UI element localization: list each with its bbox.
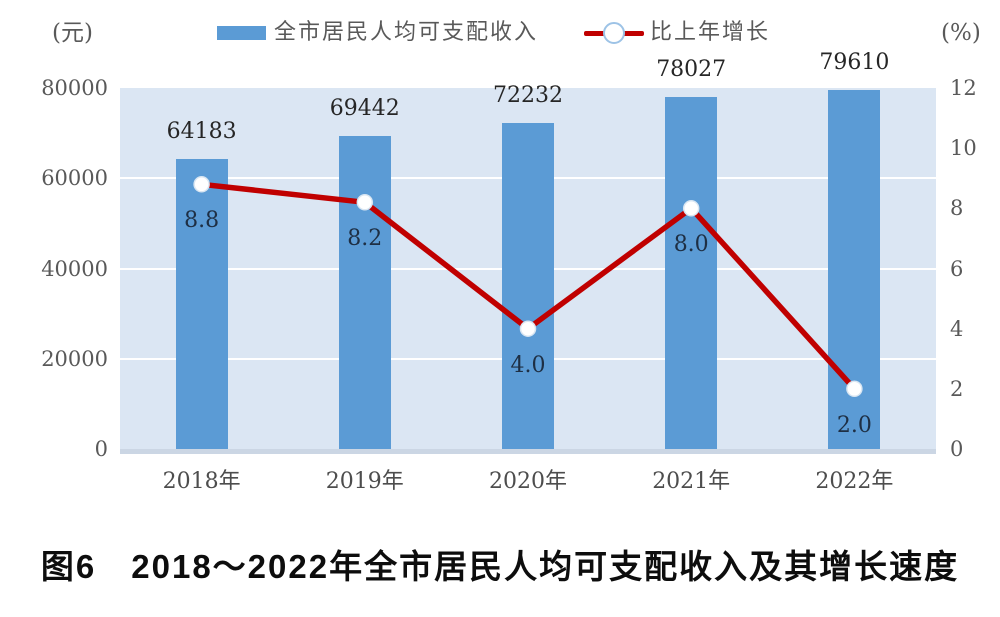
figure-caption: 图6 2018～2022年全市居民人均可支配收入及其增长速度 — [40, 548, 960, 585]
income-bar — [665, 96, 718, 449]
y-axis-tick-right: 10 — [950, 136, 977, 161]
right-axis-unit: (%) — [941, 20, 981, 46]
growth-rate-label: 8.8 — [184, 208, 220, 234]
y-axis-tick-right: 2 — [950, 376, 964, 401]
growth-rate-label: 2.0 — [836, 412, 872, 438]
x-axis-label: 2022年 — [815, 469, 894, 494]
y-axis-tick-right: 12 — [950, 76, 977, 100]
income-bar — [502, 123, 554, 449]
x-axis-label: 2021年 — [652, 469, 731, 494]
line-legend-label: 比上年增长 — [650, 20, 771, 45]
x-axis-label: 2020年 — [489, 469, 567, 494]
bar-value-label: 79610 — [819, 49, 890, 75]
y-axis-tick-left: 40000 — [41, 256, 108, 281]
growth-rate-label: 8.0 — [673, 232, 709, 258]
y-axis-tick-right: 0 — [950, 437, 964, 461]
y-axis-tick-right: 6 — [950, 256, 964, 281]
y-axis-tick-left: 20000 — [41, 346, 108, 371]
bar-value-label: 64183 — [166, 119, 237, 145]
bar-value-label: 69442 — [329, 95, 400, 121]
growth-rate-label: 4.0 — [510, 352, 546, 378]
y-axis-tick-left: 0 — [94, 437, 108, 461]
x-axis-baseline — [120, 449, 936, 454]
x-axis-label: 2018年 — [162, 469, 241, 494]
growth-rate-label: 8.2 — [347, 226, 383, 252]
bar-value-label: 78027 — [656, 56, 727, 82]
bar-legend-label: 全市居民人均可支配收入 — [274, 20, 539, 45]
bar-legend-swatch-icon — [217, 26, 266, 40]
y-axis-tick-right: 8 — [950, 196, 964, 221]
legend-circle-marker — [603, 22, 625, 44]
x-axis-label: 2019年 — [325, 469, 404, 494]
y-axis-tick-left: 60000 — [41, 166, 108, 191]
income-bar — [828, 89, 881, 449]
income-bar — [338, 135, 391, 449]
left-axis-unit: (元) — [52, 20, 93, 46]
y-axis-tick-left: 80000 — [41, 76, 108, 100]
bar-value-label: 72232 — [493, 83, 563, 109]
income-bar — [175, 159, 228, 449]
y-axis-tick-right: 4 — [950, 316, 964, 341]
line-legend-marker-icon — [584, 22, 644, 44]
